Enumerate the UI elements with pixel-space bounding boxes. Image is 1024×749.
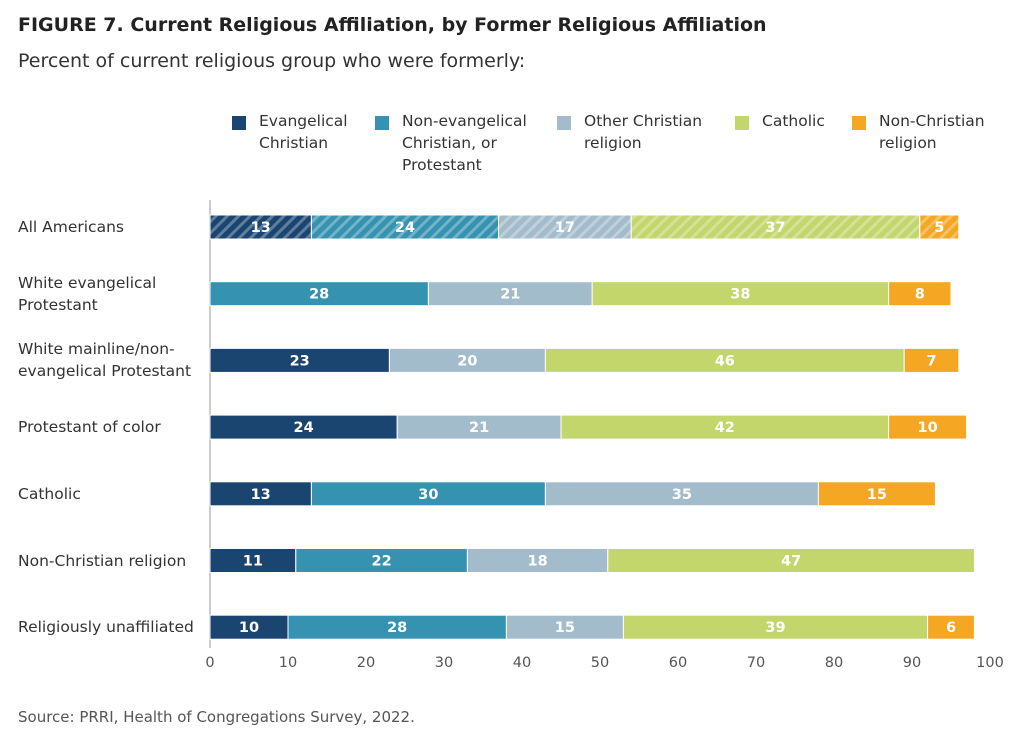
data-label: 22 bbox=[372, 554, 392, 570]
bar-segment bbox=[295, 548, 468, 573]
bar-segment bbox=[607, 548, 975, 573]
legend-label: Non-Christian religion bbox=[879, 112, 985, 152]
x-tick-label: 10 bbox=[279, 655, 297, 671]
data-label: 10 bbox=[239, 620, 259, 636]
bar-segment bbox=[544, 481, 819, 507]
data-label: 42 bbox=[715, 420, 735, 436]
data-label: 28 bbox=[387, 620, 407, 636]
x-tick-label: 70 bbox=[747, 655, 765, 671]
data-label: 21 bbox=[500, 287, 520, 303]
category-label: White mainline/non-evangelical Protestan… bbox=[18, 340, 192, 381]
x-tick-label: 0 bbox=[205, 655, 214, 671]
bar-segment bbox=[927, 614, 975, 640]
x-tick-label: 60 bbox=[669, 655, 687, 671]
data-label: 24 bbox=[294, 420, 314, 436]
data-label: 15 bbox=[867, 487, 887, 503]
bar-segment bbox=[591, 281, 890, 307]
data-label: 17 bbox=[555, 220, 575, 236]
category-label: Catholic bbox=[18, 484, 81, 503]
data-label: 35 bbox=[672, 487, 692, 503]
bar-segment bbox=[427, 281, 593, 307]
bar-segment bbox=[888, 414, 968, 440]
data-label: 5 bbox=[934, 220, 944, 236]
chart-subtitle: Percent of current religious group who w… bbox=[18, 50, 526, 72]
data-label: 20 bbox=[457, 353, 477, 369]
bar-hatch bbox=[498, 215, 632, 239]
category-label: Religiously unaffiliated bbox=[18, 618, 194, 637]
category-label: Protestant of color bbox=[18, 418, 161, 437]
bar-hatch bbox=[631, 215, 920, 239]
data-label: 21 bbox=[469, 420, 489, 436]
category-label: All Americans bbox=[18, 218, 124, 236]
legend-label: Non-evangelical Christian, or Protestant bbox=[402, 112, 527, 174]
category-label: White evangelical Protestant bbox=[18, 273, 157, 314]
bar-segment bbox=[817, 481, 936, 507]
legend-label: Other Christian religion bbox=[584, 112, 703, 152]
data-label: 47 bbox=[781, 554, 801, 570]
data-label: 7 bbox=[926, 353, 936, 369]
data-label: 30 bbox=[418, 487, 438, 503]
bar-hatch bbox=[210, 215, 312, 239]
bar-segment bbox=[209, 414, 398, 440]
legend-swatch bbox=[232, 116, 246, 130]
legend-swatch bbox=[852, 116, 866, 130]
bar-hatch bbox=[919, 215, 959, 239]
data-label: 38 bbox=[730, 287, 750, 303]
legend-swatch bbox=[735, 116, 749, 130]
category-label: Non-Christian religion bbox=[18, 551, 187, 570]
bar-segment bbox=[310, 481, 546, 507]
data-label: 10 bbox=[918, 420, 938, 436]
bar-segment bbox=[388, 347, 546, 373]
data-label: 23 bbox=[290, 353, 310, 369]
bar-segment bbox=[209, 347, 390, 373]
legend-swatch bbox=[375, 116, 389, 130]
x-tick-label: 40 bbox=[513, 655, 531, 671]
x-tick-label: 50 bbox=[591, 655, 609, 671]
bar-segment bbox=[544, 347, 905, 373]
legend-label: Catholic bbox=[762, 112, 825, 130]
legend-swatch bbox=[557, 116, 571, 130]
legend-label: Evangelical Christian bbox=[259, 112, 348, 152]
data-label: 46 bbox=[715, 353, 735, 369]
x-tick-label: 80 bbox=[825, 655, 843, 671]
data-label: 13 bbox=[251, 220, 271, 236]
data-label: 8 bbox=[915, 287, 925, 303]
x-tick-label: 100 bbox=[976, 655, 1004, 671]
x-tick-label: 20 bbox=[357, 655, 375, 671]
data-label: 24 bbox=[395, 220, 415, 236]
bar-hatch bbox=[311, 215, 499, 239]
chart-title: FIGURE 7. Current Religious Affiliation,… bbox=[18, 14, 767, 36]
data-label: 28 bbox=[309, 287, 329, 303]
bar-segment bbox=[396, 414, 562, 440]
data-label: 18 bbox=[528, 554, 548, 570]
bar-segment bbox=[903, 347, 960, 373]
bar-segment bbox=[888, 281, 952, 307]
data-label: 37 bbox=[765, 220, 785, 236]
data-label: 6 bbox=[946, 620, 956, 636]
bar-segment bbox=[209, 481, 312, 507]
data-label: 13 bbox=[251, 487, 271, 503]
x-tick-label: 30 bbox=[435, 655, 453, 671]
source-note: Source: PRRI, Health of Congregations Su… bbox=[18, 708, 415, 726]
x-tick-label: 90 bbox=[903, 655, 921, 671]
bar-segment bbox=[560, 414, 890, 440]
data-label: 39 bbox=[765, 620, 785, 636]
data-label: 15 bbox=[555, 620, 575, 636]
data-label: 11 bbox=[243, 554, 263, 570]
bar-segment bbox=[209, 548, 297, 573]
bar-segment bbox=[287, 614, 507, 640]
